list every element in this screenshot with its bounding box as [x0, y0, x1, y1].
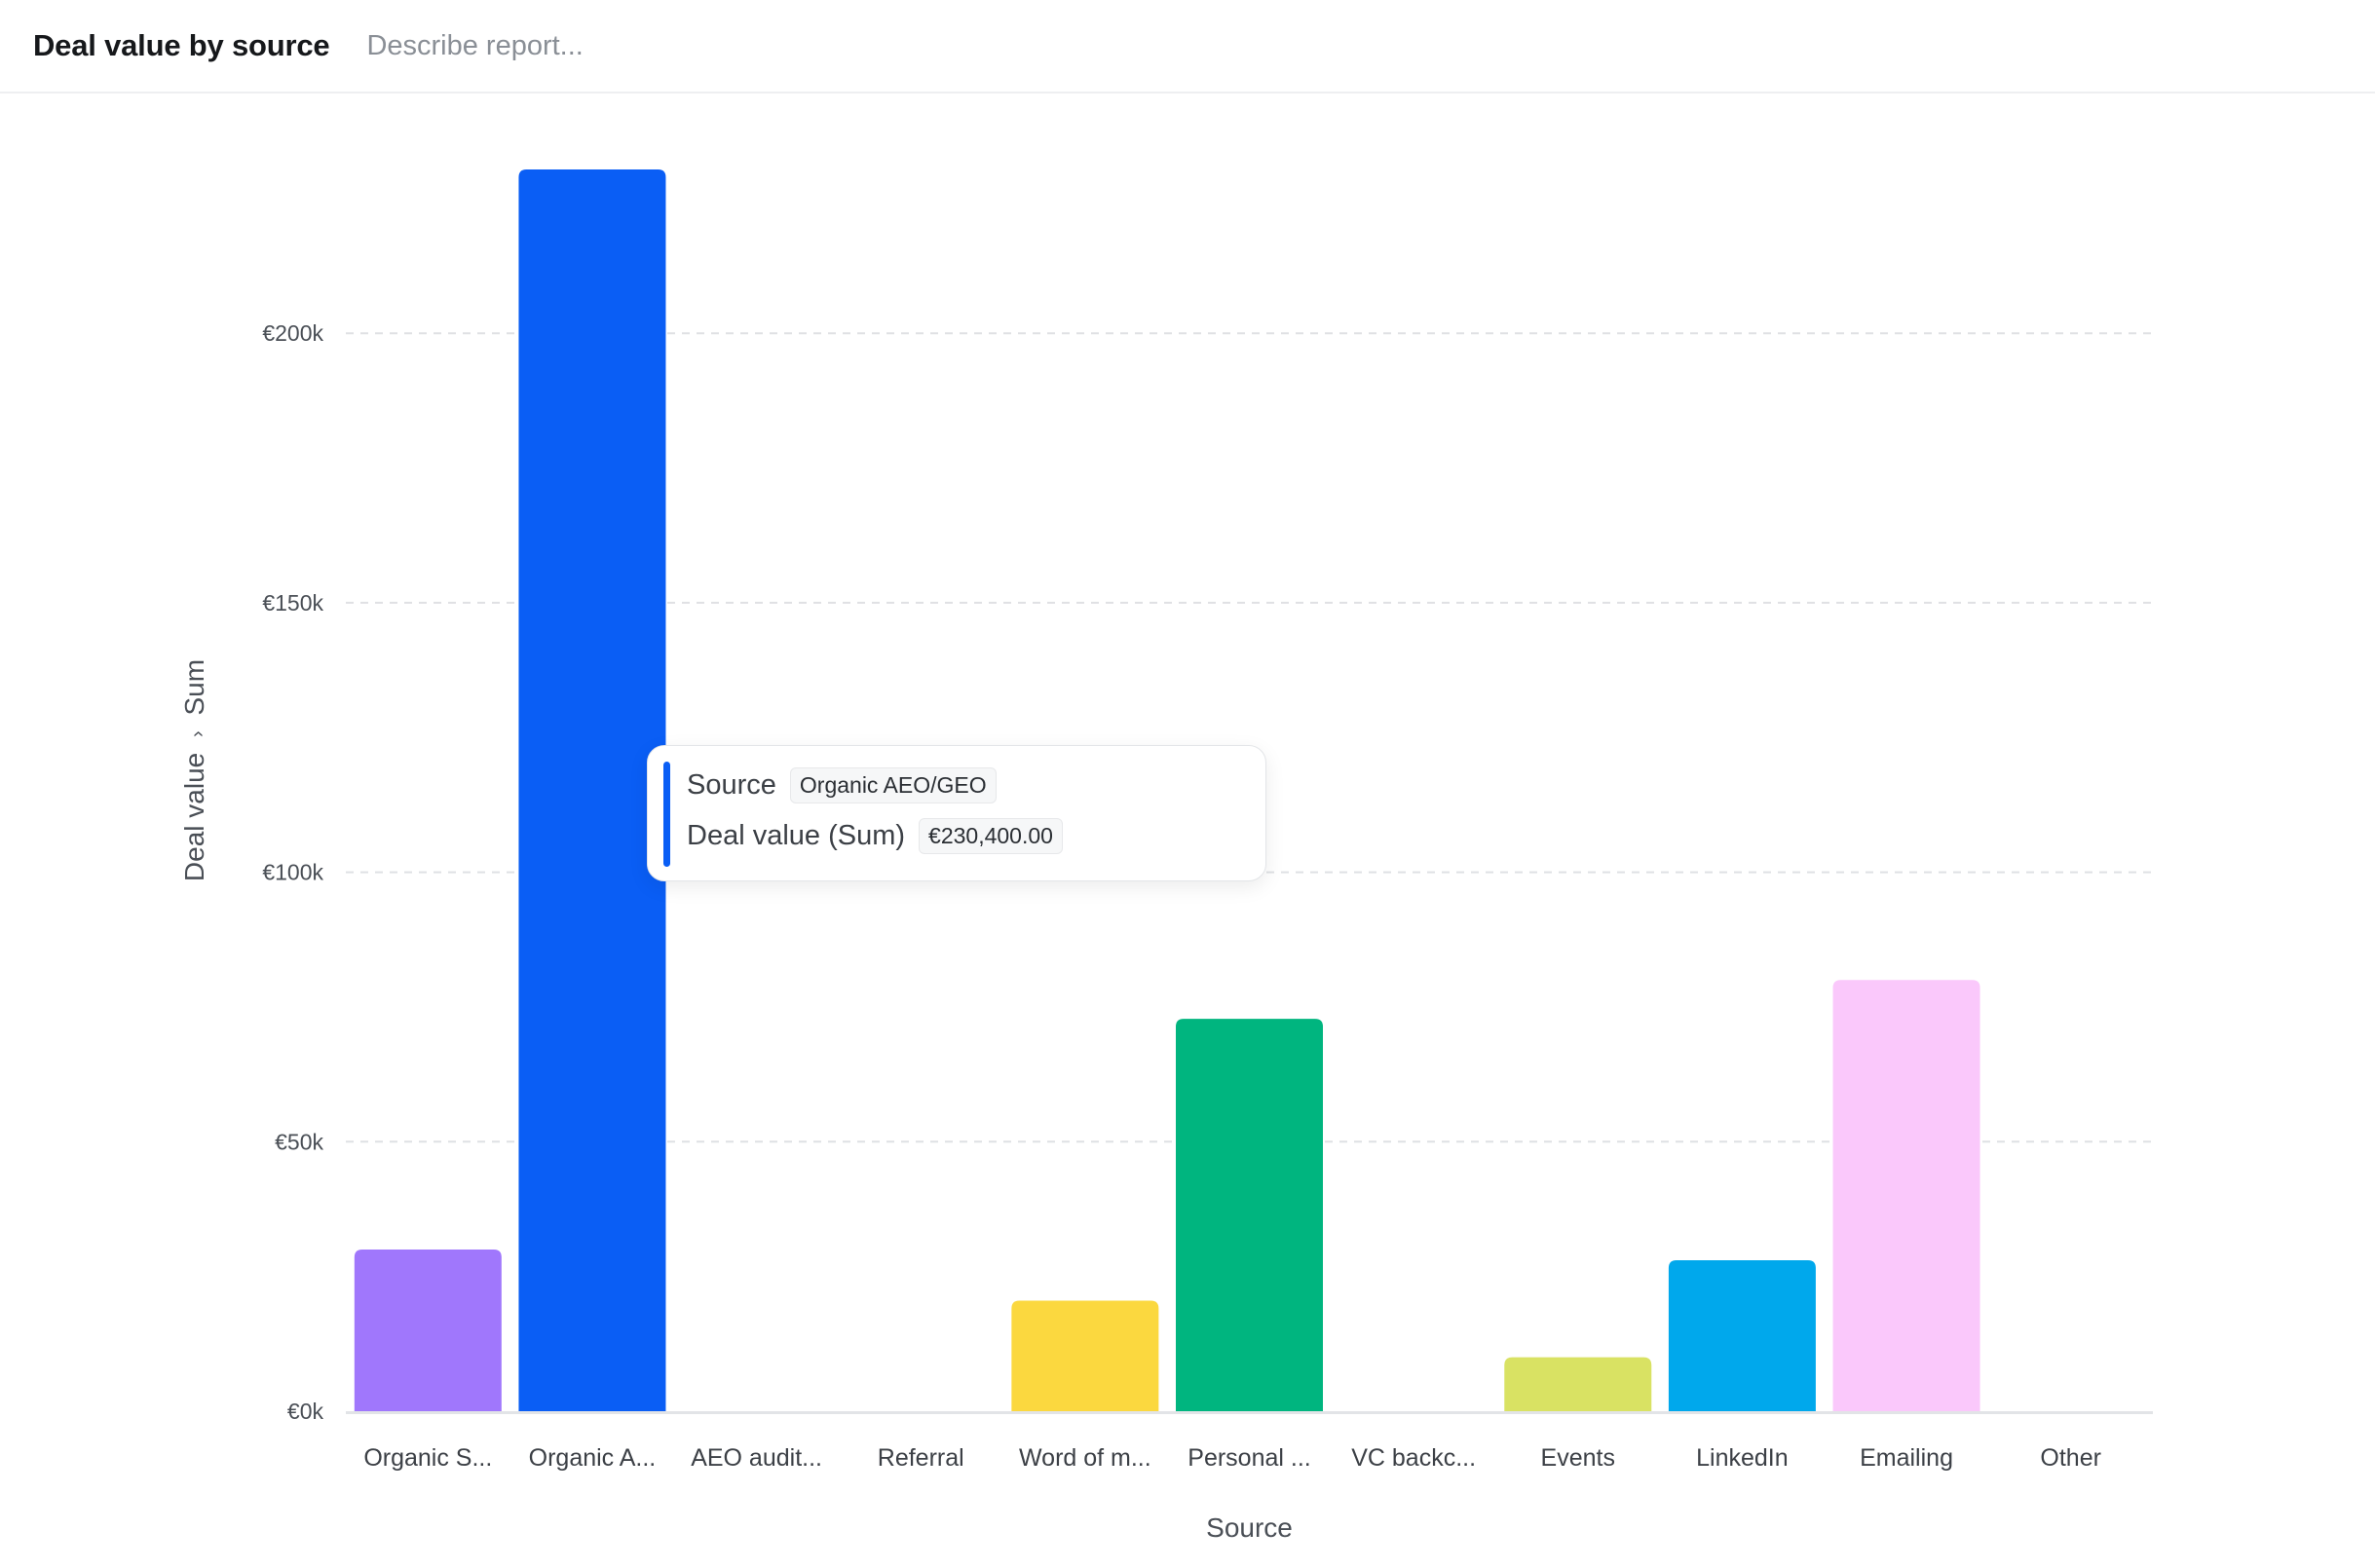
x-tick-label: Referral [878, 1444, 964, 1472]
bar[interactable] [1176, 1019, 1323, 1411]
report-header: Deal value by source [0, 0, 2375, 93]
tooltip-source-value: Organic AEO/GEO [789, 767, 997, 803]
x-tick-label: Organic A... [529, 1444, 657, 1472]
x-axis-ticks: Organic S... Organic A... AEO audit... Refe… [363, 1444, 2101, 1472]
x-tick-label: VC backc... [1351, 1444, 1476, 1472]
x-tick-label: Organic S... [363, 1444, 492, 1472]
x-tick-label: Other [2040, 1444, 2101, 1472]
y-tick-label: €150k [262, 590, 323, 616]
y-axis-title-separator: › [187, 730, 208, 737]
x-tick-label: Emailing [1860, 1444, 1953, 1472]
chart-tooltip: Source Organic AEO/GEO Deal value (Sum) … [647, 745, 1266, 881]
bar[interactable] [518, 169, 666, 1411]
y-axis-title-field: Deal value [179, 753, 209, 881]
report-description-input[interactable] [364, 28, 1149, 63]
x-axis-title: Source [1206, 1512, 1293, 1543]
x-tick-label: Personal ... [1188, 1444, 1310, 1472]
tooltip-value-key: Deal value (Sum) [687, 820, 906, 851]
x-tick-label: Word of m... [1019, 1444, 1151, 1472]
bar[interactable] [1011, 1300, 1159, 1411]
y-tick-label: €50k [275, 1129, 323, 1154]
y-tick-label: €100k [262, 860, 323, 885]
tooltip-series-indicator [663, 762, 670, 867]
tooltip-row-source: Source Organic AEO/GEO [687, 767, 997, 803]
x-tick-label: AEO audit... [691, 1444, 822, 1472]
tooltip-row-value: Deal value (Sum) €230,400.00 [687, 818, 1063, 854]
bar-chart: €0k€50k€100k€150k€200k Organic S... Organ… [179, 169, 2153, 1543]
y-axis-ticks: €0k €50k €100k €150k €200k [262, 320, 323, 1424]
bar[interactable] [1668, 1260, 1816, 1411]
chart-area: €0k €50k €100k €150k €200k Organic S... Organ… [0, 95, 2375, 1568]
tooltip-value-value: €230,400.00 [919, 818, 1063, 854]
x-tick-label: LinkedIn [1696, 1444, 1789, 1472]
tooltip-source-key: Source [687, 769, 776, 801]
bar[interactable] [1832, 980, 1980, 1411]
y-tick-label: €200k [262, 320, 323, 346]
y-tick-label: €0k [287, 1399, 324, 1424]
bar[interactable] [1504, 1357, 1652, 1411]
x-tick-label: Events [1541, 1444, 1615, 1472]
report-title: Deal value by source [33, 28, 330, 62]
bar[interactable] [354, 1249, 502, 1411]
y-axis-title-aggregation: Sum [179, 659, 209, 716]
bars [354, 169, 1980, 1411]
y-axis-title: Deal value › Sum [179, 659, 209, 881]
